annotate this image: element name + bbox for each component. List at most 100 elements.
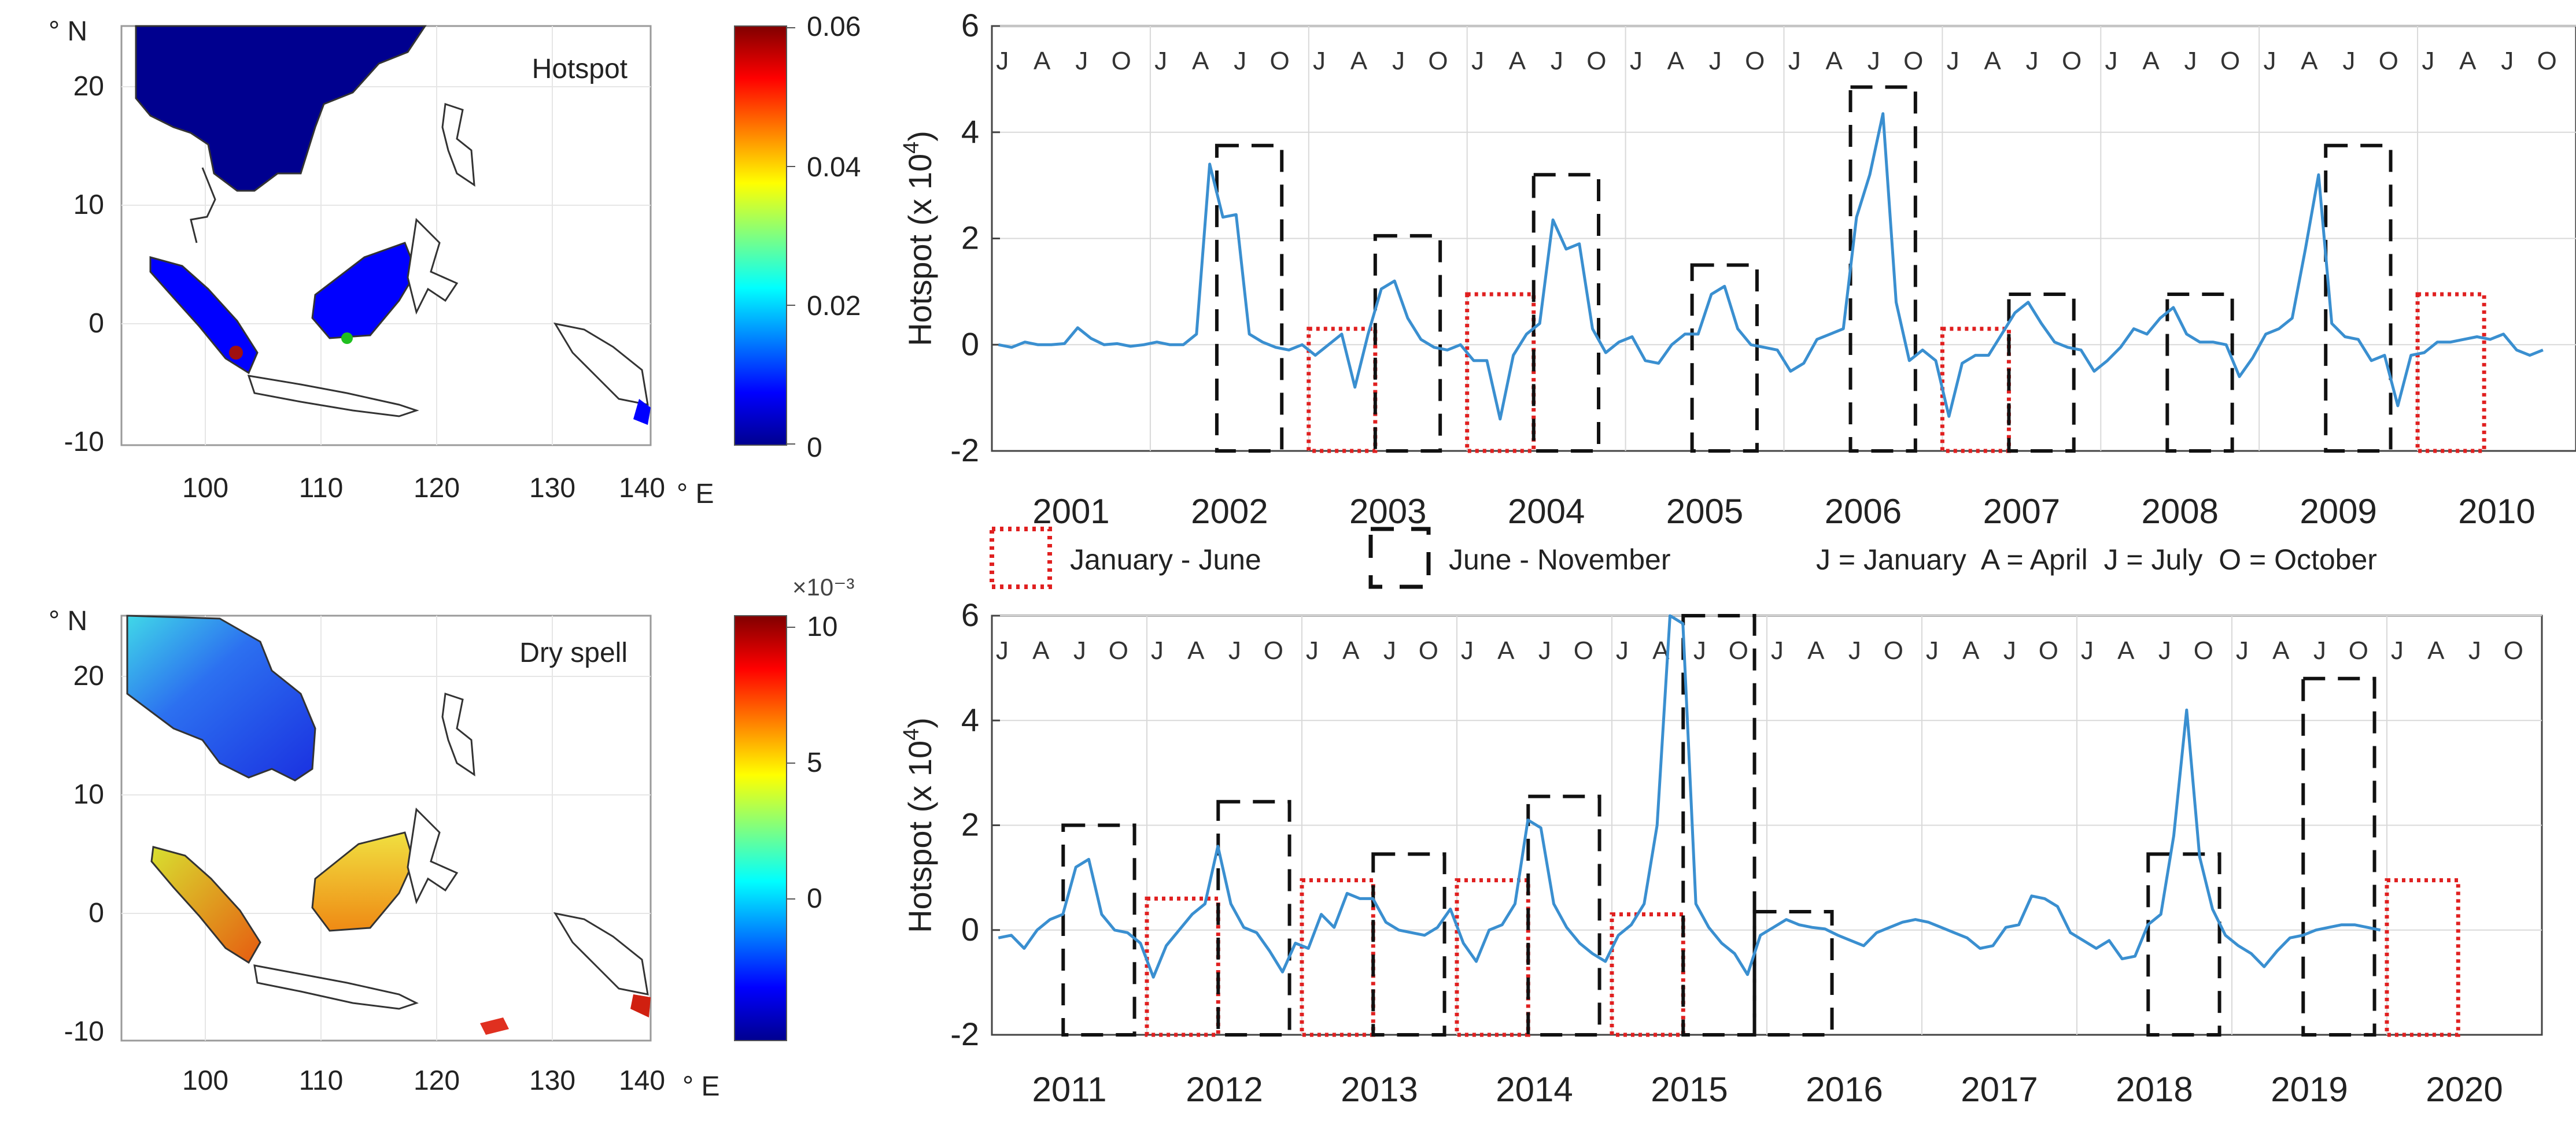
java-coast <box>253 964 419 1010</box>
month-letter: J <box>1313 47 1326 75</box>
lon-unit-label: ° E <box>682 1071 720 1102</box>
y-axis-label-exponent: 4 <box>899 142 924 154</box>
jun-nov-box <box>1752 910 1834 1037</box>
jun-nov-box <box>2007 292 2076 453</box>
month-letter: J <box>1471 47 1484 75</box>
year-label: 2008 <box>2142 492 2219 531</box>
sulawesi-coast <box>407 807 459 905</box>
y-tick-label: 4 <box>961 701 979 738</box>
hotspot-peak-borneo <box>341 332 353 344</box>
lat-tick-label: 10 <box>73 779 104 810</box>
month-letter: J <box>1234 47 1246 75</box>
jan-jun-box <box>1465 292 1536 453</box>
jun-nov-box <box>1216 800 1291 1037</box>
lon-tick-label: 140 <box>619 473 665 504</box>
lat-tick-label: -10 <box>64 1016 104 1047</box>
hotspot-borneo <box>311 242 418 339</box>
month-letter: O <box>2062 47 2082 75</box>
malay-peninsula-coast <box>190 167 216 243</box>
month-letter: O <box>2194 636 2213 665</box>
month-letter: J <box>1383 636 1396 665</box>
month-letter: A <box>2142 47 2160 75</box>
month-letter: O <box>2537 47 2557 75</box>
lat-unit-label: ° N <box>49 606 87 636</box>
philippines-coast <box>441 102 475 187</box>
year-label: 2014 <box>1496 1070 1573 1109</box>
month-letter: O <box>2379 47 2398 75</box>
year-label: 2017 <box>1961 1070 2038 1109</box>
month-letter: A <box>1187 636 1205 665</box>
map-labels: ° N Hotspot ° E 20 10 0 -10 100 110 120 … <box>49 16 720 1102</box>
jun-nov-box <box>1373 234 1442 453</box>
hotspot-series-line <box>998 614 2381 979</box>
month-letter: J <box>1693 636 1706 665</box>
philippines-coast <box>441 692 475 776</box>
lat-tick-label: 0 <box>88 898 104 928</box>
month-letter: O <box>1109 636 1128 665</box>
legend-black-box-label: June - November <box>1449 543 1671 576</box>
y-axis-label-exponent: 4 <box>899 728 924 741</box>
y-tick-label: 2 <box>961 220 979 256</box>
month-letter: J <box>1788 47 1801 75</box>
month-letter: J <box>2026 47 2039 75</box>
lat-tick-label: 20 <box>73 71 104 102</box>
month-letter: A <box>1342 636 1360 665</box>
jun-nov-box <box>1526 794 1601 1037</box>
jun-nov-box <box>2301 676 2376 1037</box>
month-letter: J <box>996 47 1009 75</box>
month-letter: O <box>2220 47 2240 75</box>
year-label: 2003 <box>1349 492 1426 531</box>
jan-jun-box <box>1610 912 1685 1037</box>
map-title: Dry spell <box>519 638 628 668</box>
y-axis-label-main: Hotspot (x 10 <box>902 741 938 933</box>
legend-month-key: J = January A = April J = July O = Octob… <box>1816 543 2377 576</box>
jun-nov-box <box>2146 852 2221 1037</box>
month-letter: A <box>2272 636 2290 665</box>
colorbar-tick-label: 10 <box>807 612 837 642</box>
year-label: 2020 <box>2426 1070 2503 1109</box>
dry-spell-sumatra <box>150 846 261 964</box>
y-axis-label-end: ) <box>902 717 938 728</box>
year-label: 2006 <box>1825 492 1902 531</box>
map-landmass <box>126 615 651 1035</box>
month-letter: J <box>1868 47 1880 75</box>
month-letter: J <box>1151 636 1164 665</box>
legend-red-box-label: January - June <box>1070 543 1261 576</box>
sulawesi-coast <box>407 217 459 315</box>
month-letter: J <box>2391 636 2404 665</box>
year-label: 2007 <box>1983 492 2060 531</box>
year-label: 2013 <box>1341 1070 1418 1109</box>
year-label: 2016 <box>1806 1070 1883 1109</box>
legend-black-box-swatch <box>1368 527 1431 589</box>
colorbar-tick-label: 0 <box>807 883 822 914</box>
month-letter: A <box>1667 47 1685 75</box>
year-label: 2019 <box>2271 1070 2348 1109</box>
jan-jun-box <box>1145 896 1220 1037</box>
month-letter: A <box>2459 47 2477 75</box>
hotspot-series-line <box>998 112 2544 421</box>
colorbar-tick-label: 0.06 <box>807 12 861 42</box>
month-letter: J <box>1538 636 1551 665</box>
lat-tick-label: 0 <box>88 308 104 339</box>
month-letter: A <box>2427 636 2445 665</box>
lon-tick-label: 110 <box>299 473 344 504</box>
hotspot-colorbar: 0.06 0.04 0.02 0 <box>734 12 861 463</box>
month-letter: J <box>1228 636 1241 665</box>
lat-tick-label: 20 <box>73 661 104 691</box>
lon-tick-label: 130 <box>529 1065 575 1096</box>
month-letter: O <box>1269 47 1289 75</box>
dry-spell-borneo <box>311 831 415 932</box>
jun-nov-box <box>2324 143 2393 453</box>
month-letter: A <box>1034 47 1051 75</box>
month-letter: J <box>2158 636 2171 665</box>
month-letter: O <box>1745 47 1765 75</box>
dry-spell-timor <box>480 1017 509 1035</box>
month-letter: J <box>2081 636 2094 665</box>
month-letter: J <box>1771 636 1784 665</box>
colorbar-exponent: ×10⁻³ <box>792 573 854 601</box>
colorbar-tick-label: 0.04 <box>807 152 861 183</box>
month-letter: J <box>2342 47 2355 75</box>
month-letter: J <box>2236 636 2249 665</box>
